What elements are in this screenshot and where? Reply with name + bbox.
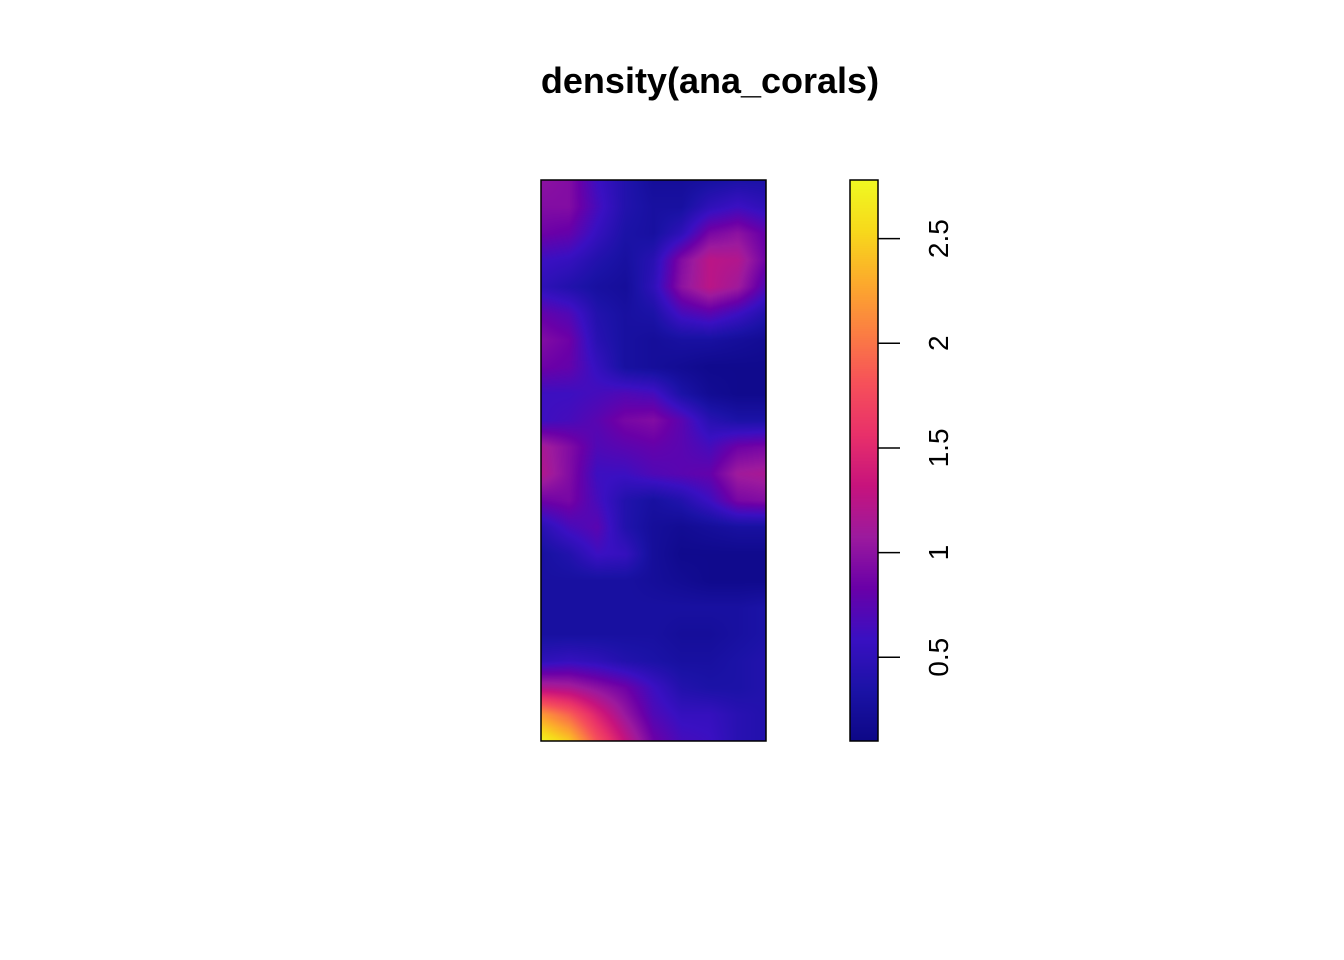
colorbar-canvas xyxy=(850,180,878,741)
colorbar-tick-label: 1 xyxy=(923,545,954,561)
colorbar-tick-label: 2.5 xyxy=(923,219,954,258)
colorbar-image xyxy=(850,180,878,741)
colorbar-ticks: 0.5 1 1.5 2 2.5 xyxy=(878,219,954,677)
heatmap-panel xyxy=(540,179,767,742)
colorbar-tick-label: 0.5 xyxy=(923,638,954,677)
heatmap-canvas xyxy=(541,180,766,741)
colorbar-tick-label: 2 xyxy=(923,335,954,351)
chart-title: density(ana_corals) xyxy=(541,60,879,101)
heatmap-border xyxy=(540,179,767,742)
colorbar-border xyxy=(849,179,879,742)
heatmap-image xyxy=(541,180,766,741)
colorbar-tick-label: 1.5 xyxy=(923,428,954,467)
colorbar: 0.5 1 1.5 2 2.5 xyxy=(849,179,954,742)
